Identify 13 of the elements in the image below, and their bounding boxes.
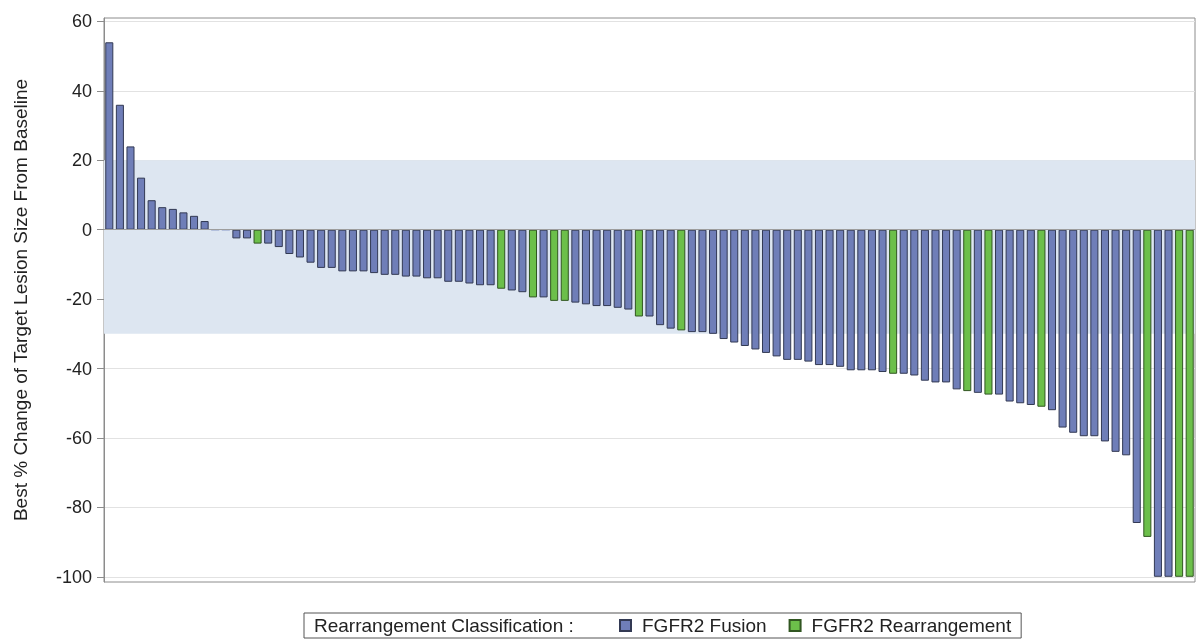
y-tick-label: 20 — [71, 150, 92, 171]
legend-label: FGFR2 Fusion — [642, 615, 767, 636]
y-tick-label: -80 — [65, 497, 92, 518]
y-tick-label: -20 — [65, 289, 92, 310]
legend-title: Rearrangement Classification : — [314, 615, 574, 636]
y-tick-label: 0 — [81, 219, 92, 240]
y-tick-label: -100 — [55, 566, 92, 587]
y-tick-label: -40 — [65, 358, 92, 379]
y-tick-label: -60 — [65, 427, 92, 448]
y-tick-label: 40 — [71, 80, 92, 101]
y-axis-title: Best % Change of Target Lesion Size From Baseline — [10, 78, 31, 522]
y-tick-label: 60 — [71, 11, 92, 32]
legend-label: FGFR2 Rearrangement — [811, 615, 1012, 636]
